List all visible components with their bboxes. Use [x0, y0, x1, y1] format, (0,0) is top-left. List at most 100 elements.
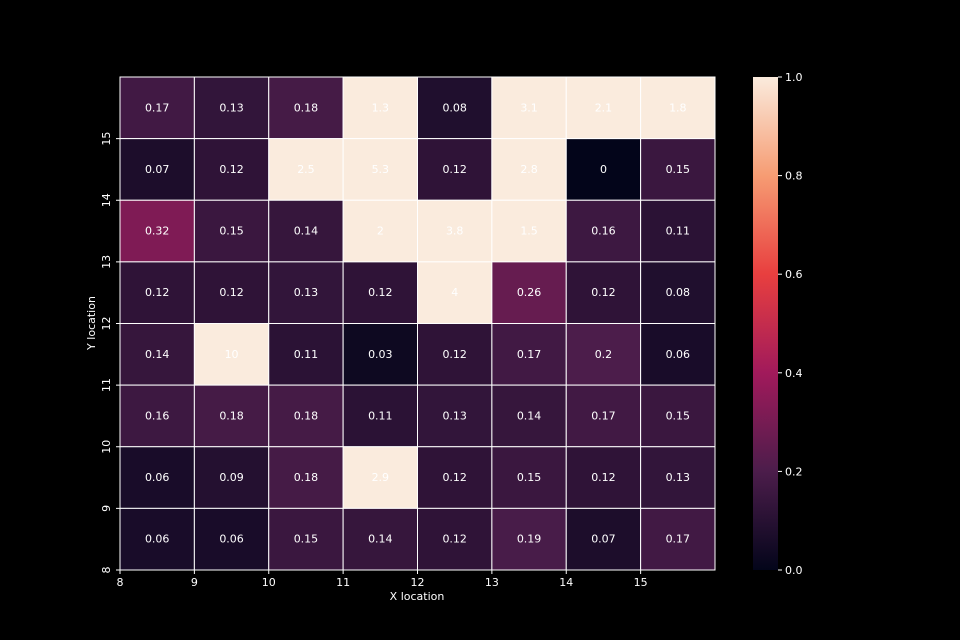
cell-label: 0 [600, 163, 607, 176]
cell-label: 0.13 [294, 286, 319, 299]
heatmap-cell [491, 76, 567, 140]
y-tick-label: 10 [100, 440, 113, 454]
x-tick-label: 9 [191, 576, 198, 589]
heatmap-cell [342, 138, 418, 201]
cell-label: 2.8 [520, 163, 538, 176]
y-tick-label: 15 [100, 132, 113, 146]
heatmap-cell [565, 199, 642, 263]
heatmap-cell [193, 507, 270, 571]
cell-label: 0.09 [219, 471, 244, 484]
cell-label: 0.08 [666, 286, 691, 299]
cell-label: 0.18 [294, 471, 319, 484]
heatmap-cell [268, 384, 344, 448]
cell-label: 0.16 [591, 225, 616, 238]
heatmap-cell [268, 76, 344, 140]
cell-label: 0.12 [591, 471, 616, 484]
cell-label: 1.5 [520, 225, 538, 238]
cell-label: 2.1 [595, 101, 613, 114]
heatmap-cell [193, 76, 270, 140]
x-tick-label: 14 [559, 576, 573, 589]
heatmap-cell [193, 138, 270, 201]
cell-label: 0.14 [145, 348, 170, 361]
cell-label: 0.03 [368, 348, 393, 361]
cell-label: 0.12 [442, 533, 467, 546]
cell-label: 0.15 [666, 163, 691, 176]
cell-label: 0.12 [442, 163, 467, 176]
heatmap-cell [342, 261, 418, 324]
heatmap-cell [119, 261, 195, 324]
y-tick-label: 12 [100, 317, 113, 331]
heatmap-cell [193, 199, 270, 263]
cell-label: 0.17 [145, 101, 170, 114]
colorbar-tick-label: 0.2 [785, 465, 803, 478]
heatmap-cell [565, 384, 642, 448]
cell-label: 0.06 [666, 348, 691, 361]
cell-label: 0.15 [219, 225, 244, 238]
cell-label: 0.16 [145, 409, 170, 422]
heatmap-cell [640, 507, 716, 571]
cell-label: 0.12 [442, 348, 467, 361]
cell-label: 0.07 [145, 163, 170, 176]
cell-label: 4 [451, 286, 458, 299]
heatmap-cell [119, 507, 195, 571]
cell-label: 0.17 [517, 348, 542, 361]
colorbar: 0.0 0.2 0.4 0.6 0.8 1.0 [753, 71, 803, 577]
cell-label: 1.8 [669, 101, 687, 114]
y-tick-label: 14 [100, 193, 113, 207]
y-tick-label: 11 [100, 378, 113, 392]
cell-label: 0.12 [591, 286, 616, 299]
colorbar-tick-label: 0.6 [785, 268, 803, 281]
heatmap-cell [268, 507, 344, 571]
heatmap-cell [565, 446, 642, 509]
cell-label: 0.11 [666, 225, 691, 238]
cell-label: 0.06 [145, 471, 170, 484]
cell-label: 0.18 [294, 409, 319, 422]
cell-label: 0.15 [294, 533, 319, 546]
x-axis: 8 9 10 11 12 13 14 15 [117, 570, 648, 589]
x-tick-label: 8 [117, 576, 124, 589]
heatmap-cell [417, 384, 493, 448]
heatmap-cell [342, 76, 418, 140]
y-axis: 8 9 10 11 12 13 14 15 [100, 132, 120, 574]
heatmap-cell [491, 446, 567, 509]
x-tick-label: 12 [411, 576, 425, 589]
colorbar-tick-label: 0.0 [785, 564, 803, 577]
heatmap-cell [193, 384, 270, 448]
heatmap-cell [640, 199, 716, 263]
x-tick-label: 10 [262, 576, 276, 589]
colorbar-tick-label: 0.8 [785, 170, 803, 183]
cell-label: 0.15 [517, 471, 542, 484]
cell-label: 0.15 [666, 409, 691, 422]
cell-label: 5.3 [372, 163, 390, 176]
cell-label: 0.17 [666, 533, 691, 546]
heatmap-cell [640, 384, 716, 448]
cell-label: 0.06 [145, 533, 170, 546]
heatmap-cell [342, 199, 418, 263]
heatmap-cell [268, 199, 344, 263]
cell-label: 2 [377, 225, 384, 238]
cell-label: 0.13 [219, 101, 244, 114]
cell-label: 0.14 [368, 533, 393, 546]
heatmap-cell [268, 261, 344, 324]
cell-label: 10 [225, 348, 239, 361]
heatmap-cells: 0.17 0.13 0.18 1.3 0.08 3.1 2.1 1.8 0.07 0.12 2.5 5… [119, 76, 716, 571]
x-tick-label: 15 [634, 576, 648, 589]
heatmap-cell [342, 323, 418, 386]
heatmap-cell [417, 507, 493, 571]
y-tick-label: 8 [100, 567, 113, 574]
cell-label: 3.1 [520, 101, 538, 114]
cell-label: 0.12 [145, 286, 170, 299]
cell-label: 0.06 [219, 533, 244, 546]
y-tick-label: 9 [100, 505, 113, 512]
cell-label: 0.12 [442, 471, 467, 484]
cell-label: 0.19 [517, 533, 542, 546]
x-tick-label: 11 [336, 576, 350, 589]
cell-label: 0.12 [368, 286, 393, 299]
heatmap-cell [417, 446, 493, 509]
cell-label: 3.8 [446, 225, 464, 238]
cell-label: 0.18 [219, 409, 244, 422]
cell-label: 0.13 [666, 471, 691, 484]
heatmap-cell [342, 507, 418, 571]
heatmap-cell [565, 323, 642, 386]
